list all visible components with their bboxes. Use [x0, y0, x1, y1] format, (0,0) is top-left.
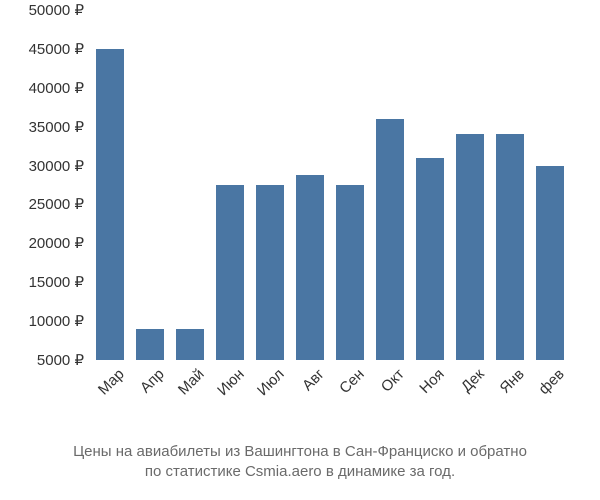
x-label: Сен	[331, 360, 368, 397]
y-tick: 45000 ₽	[29, 40, 90, 58]
y-tick: 35000 ₽	[29, 118, 90, 136]
bar	[416, 158, 445, 360]
x-label: Ноя	[411, 360, 448, 397]
bar	[456, 134, 485, 360]
x-label: фев	[530, 360, 568, 398]
y-tick: 40000 ₽	[29, 79, 90, 97]
y-tick: 10000 ₽	[29, 312, 90, 330]
bar	[336, 185, 365, 360]
bar	[496, 134, 525, 360]
y-tick: 25000 ₽	[29, 195, 90, 213]
y-tick: 15000 ₽	[29, 273, 90, 291]
bar	[296, 175, 325, 360]
bar	[536, 166, 565, 360]
y-tick: 20000 ₽	[29, 234, 90, 252]
bar	[96, 49, 125, 360]
bar	[256, 185, 285, 360]
y-tick: 50000 ₽	[29, 1, 90, 19]
bar	[176, 329, 205, 360]
plot-area: 5000 ₽10000 ₽15000 ₽20000 ₽25000 ₽30000 …	[90, 10, 570, 360]
bar	[216, 185, 245, 360]
price-chart: 5000 ₽ 10000 ₽ 15000 ₽ 20000 ₽ 25000 ₽ 30000 …	[0, 0, 600, 500]
x-label: Апр	[131, 360, 167, 396]
x-label: Мар	[89, 360, 127, 398]
y-tick: 5000 ₽	[37, 351, 90, 369]
x-label: Дек	[452, 360, 487, 395]
x-label: Май	[169, 360, 207, 398]
x-label: Июн	[209, 360, 248, 399]
x-label: Июл	[248, 360, 287, 399]
bar	[376, 119, 405, 360]
x-label: Янв	[491, 360, 528, 397]
bar	[136, 329, 165, 360]
y-tick: 30000 ₽	[29, 157, 90, 175]
chart-caption: Цены на авиабилеты из Вашингтона в Сан-Ф…	[0, 442, 600, 483]
x-label: Авг	[293, 360, 327, 394]
x-label: Окт	[372, 360, 408, 396]
